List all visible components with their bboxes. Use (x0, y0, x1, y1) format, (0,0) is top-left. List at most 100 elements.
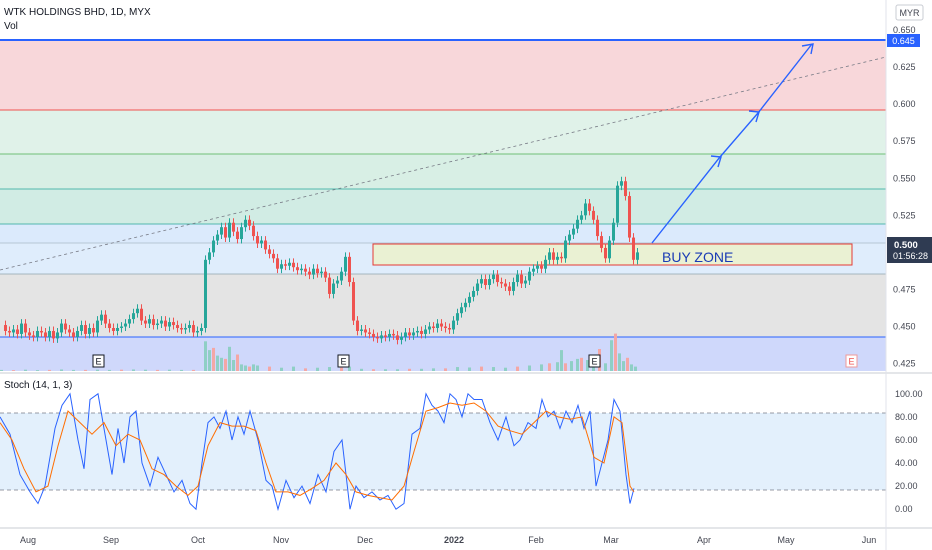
candle-body (160, 320, 163, 324)
candle-body (628, 196, 631, 238)
candle-body (280, 264, 283, 269)
candle-body (248, 219, 251, 226)
candle-body (256, 236, 259, 244)
candle-body (360, 329, 363, 331)
candle-body (568, 234, 571, 241)
volume-bar (228, 346, 231, 371)
candle-body (44, 332, 47, 337)
candle-body (556, 256, 559, 260)
volume-bar (548, 363, 551, 371)
candle-body (536, 265, 539, 269)
candle-body (604, 247, 607, 259)
candle-body (4, 325, 7, 331)
candle-body (64, 323, 67, 330)
volume-bar (216, 355, 219, 371)
symbol-title[interactable]: WTK HOLDINGS BHD, 1D, MYX (4, 7, 151, 18)
candle-body (12, 329, 15, 333)
candle-body (600, 236, 603, 248)
volume-bar (120, 369, 123, 371)
earnings-marker-nov[interactable]: E (337, 354, 350, 368)
price-tick-label: 0.475 (893, 284, 916, 294)
candle-body (468, 296, 471, 303)
price-tick-label: 0.600 (893, 99, 916, 109)
candle-body (504, 283, 507, 287)
candle-body (272, 253, 275, 259)
price-axis[interactable]: 0.650 0.625 0.600 0.575 0.550 0.525 0.500 0.475… (893, 25, 916, 369)
candle-body (220, 227, 223, 235)
candle-body (336, 280, 339, 284)
stoch-d-line (0, 402, 635, 501)
volume-bar (252, 364, 255, 371)
projection-arrow[interactable] (651, 43, 814, 244)
candle-body (548, 252, 551, 260)
earnings-marker-feb[interactable]: E (588, 354, 601, 368)
volume-bar (220, 357, 223, 371)
candle-body (84, 325, 87, 334)
volume-bar (96, 369, 99, 371)
candle-body (308, 271, 311, 275)
candle-body (212, 240, 215, 253)
volume-bar (444, 368, 447, 371)
candle-body (128, 319, 131, 324)
trend-line[interactable] (0, 56, 887, 271)
candle-body (636, 252, 639, 260)
candle-body (340, 271, 343, 281)
candle-body (488, 279, 491, 286)
price-tick-label: 0.575 (893, 136, 916, 146)
volume-bar (630, 364, 633, 371)
volume-bar (564, 363, 567, 371)
currency-button[interactable]: MYR (895, 4, 924, 21)
candle-body (520, 274, 523, 284)
fib-band-gray (0, 274, 886, 337)
candle-body (68, 329, 71, 333)
volume-legend[interactable]: Vol (4, 21, 18, 32)
candle-body (512, 282, 515, 291)
candle-body (224, 227, 227, 238)
candle-body (144, 320, 147, 324)
candle-body (464, 302, 467, 308)
candle-body (80, 325, 83, 331)
candle-body (104, 314, 107, 324)
candle-body (420, 330, 423, 334)
earnings-marker-aug[interactable]: E (92, 354, 105, 368)
candle-body (596, 219, 599, 237)
stoch-axis[interactable]: 100.00 80.00 60.00 40.00 20.00 0.00 (895, 389, 923, 514)
candle-body (472, 290, 475, 297)
volume-bar (396, 369, 399, 371)
volume-bar (0, 369, 3, 371)
stoch-tick-label: 0.00 (895, 504, 913, 514)
volume-bar (372, 369, 375, 371)
stoch-tick-label: 60.00 (895, 435, 918, 445)
candle-body (100, 314, 103, 321)
volume-bar (144, 369, 147, 371)
volume-bar (232, 360, 235, 371)
candle-body (540, 265, 543, 269)
candle-body (616, 185, 619, 223)
volume-bar (504, 367, 507, 371)
candle-body (56, 332, 59, 339)
candle-body (348, 256, 351, 283)
stoch-band (0, 413, 886, 490)
time-axis[interactable]: Aug Sep Oct Nov Dec 2022 Feb Mar Apr May Jun (20, 535, 876, 545)
candle-body (132, 313, 135, 320)
volume-bar (316, 367, 319, 371)
volume-bar (168, 369, 171, 371)
volume-bar (192, 369, 195, 371)
candle-body (528, 271, 531, 281)
candle-body (564, 240, 567, 259)
candle-body (124, 323, 127, 327)
candle-body (572, 228, 575, 235)
volume-bar (586, 360, 589, 371)
candle-body (532, 268, 535, 272)
buy-zone-box[interactable] (372, 243, 853, 266)
stoch-legend[interactable]: Stoch (14, 1, 3) (4, 380, 73, 391)
volume-bar (560, 350, 563, 371)
candle-body (24, 323, 27, 333)
candle-body (508, 286, 511, 291)
candle-body (240, 227, 243, 240)
earnings-marker-future[interactable]: E (845, 354, 858, 368)
volume-bar (204, 341, 207, 371)
volume-bar (256, 365, 259, 371)
candle-body (76, 330, 79, 337)
